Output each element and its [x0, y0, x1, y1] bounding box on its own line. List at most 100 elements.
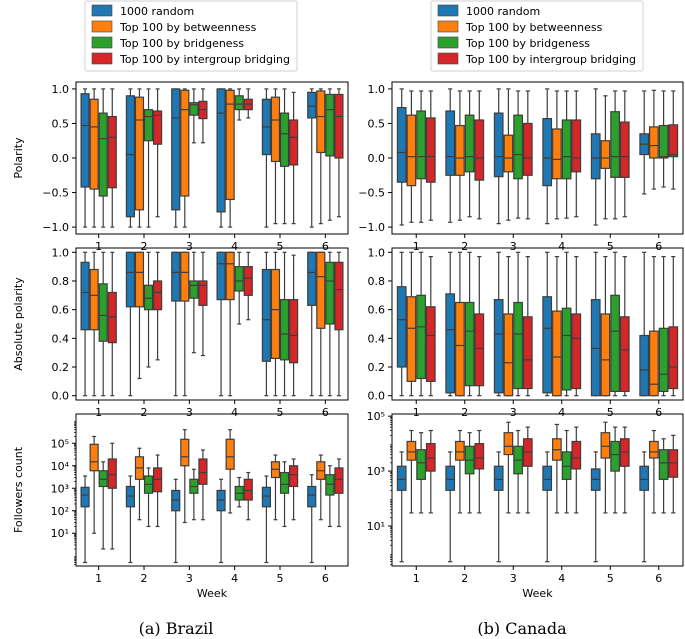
box	[307, 485, 317, 508]
box	[234, 266, 244, 292]
box	[334, 467, 344, 494]
box	[542, 118, 553, 187]
box	[261, 268, 271, 362]
box	[561, 451, 572, 480]
y-axis-label: Absolute polarity	[12, 277, 25, 371]
box	[552, 310, 562, 397]
box	[474, 313, 485, 387]
box	[600, 140, 611, 169]
box	[180, 251, 190, 302]
x-tick-label: 2	[461, 240, 468, 253]
legend-label-bridgeness: Top 100 by bridgeness	[465, 37, 590, 50]
box	[107, 458, 117, 489]
box	[279, 299, 290, 361]
box	[225, 251, 235, 301]
box	[80, 486, 90, 508]
y-tick-label: 0.5	[52, 117, 70, 130]
subplot-canada-1: −1.0 −0.5 0.0 0.5 1.0 1 2 3 4 5 6	[358, 81, 684, 253]
x-tick-label: 6	[655, 240, 662, 253]
box	[307, 251, 317, 306]
box	[198, 458, 208, 485]
box	[153, 110, 163, 145]
box	[522, 438, 533, 467]
box	[125, 95, 135, 218]
subplot-brazil-3: 10¹ 10² 10³ 10⁴ 10⁵ Followers count 1 2 3 4 5 6 Week	[12, 413, 349, 600]
x-tick-label: 4	[558, 240, 565, 253]
x-tick-label: 3	[510, 406, 517, 419]
box	[425, 306, 436, 382]
y-tick-label: 1.0	[368, 83, 386, 96]
x-tick-label: 2	[141, 572, 148, 585]
box	[619, 121, 630, 178]
box	[464, 301, 475, 387]
y-tick-label: 0.4	[368, 332, 386, 345]
box	[171, 251, 181, 302]
y-tick-label: −0.5	[358, 187, 385, 200]
box	[89, 98, 99, 190]
box	[590, 299, 601, 397]
x-tick-label: 4	[231, 406, 238, 419]
x-tick-label: 6	[655, 406, 662, 419]
box	[455, 124, 465, 176]
legend-swatch-bridgeness	[91, 36, 113, 49]
box	[334, 93, 344, 159]
box	[80, 93, 90, 188]
box	[552, 128, 562, 180]
x-tick-label: 3	[186, 572, 193, 585]
box	[171, 88, 181, 211]
legend-canada: 1000 random Top 100 by betweenness Top 1…	[430, 0, 644, 72]
box	[522, 316, 533, 390]
y-tick-label: 0.8	[52, 275, 70, 288]
x-tick-label: 3	[510, 240, 517, 253]
box	[493, 112, 504, 178]
box	[198, 280, 208, 306]
y-tick-label: 0.4	[52, 332, 70, 345]
box	[542, 465, 553, 491]
box	[216, 88, 226, 213]
box	[600, 432, 611, 459]
y-tick-label: 0.2	[368, 361, 386, 374]
box	[143, 109, 154, 142]
axes-frame	[391, 247, 684, 401]
y-axis-label: Polarity	[12, 137, 25, 179]
y-tick-label: 10³	[367, 465, 385, 478]
y-tick-label: −1.0	[42, 221, 69, 234]
box	[590, 133, 601, 180]
x-tick-label: 1	[413, 240, 420, 253]
box	[189, 102, 199, 116]
box	[649, 126, 659, 159]
box	[639, 334, 650, 397]
box	[334, 261, 344, 331]
box	[279, 471, 290, 494]
y-tick-label: −1.0	[358, 221, 385, 234]
y-tick-label: 0.5	[368, 117, 386, 130]
x-tick-label: 5	[607, 240, 614, 253]
box	[425, 117, 436, 183]
x-tick-label: 1	[95, 572, 102, 585]
y-tick-label: 0.8	[368, 275, 386, 288]
x-tick-label: 6	[322, 572, 329, 585]
box	[289, 465, 299, 488]
box	[649, 330, 659, 397]
box	[243, 478, 253, 501]
legend-swatch-betweenness	[91, 20, 113, 33]
box	[493, 299, 504, 394]
y-tick-label: 0.2	[52, 361, 70, 374]
box	[474, 443, 485, 470]
caption-brazil: (a) Brazil	[139, 619, 214, 638]
x-tick-label: 6	[322, 240, 329, 253]
box	[80, 261, 90, 331]
box	[658, 449, 669, 480]
box	[107, 115, 117, 189]
x-tick-label: 5	[277, 240, 284, 253]
caption-canada: (b) Canada	[477, 619, 567, 638]
y-tick-label: 10¹	[367, 520, 385, 533]
box	[225, 438, 235, 470]
x-tick-label: 4	[558, 406, 565, 419]
box	[668, 326, 679, 390]
y-axis-label: Followers count	[12, 446, 25, 533]
box	[261, 486, 271, 508]
box	[325, 261, 335, 325]
x-tick-label: 1	[413, 406, 420, 419]
